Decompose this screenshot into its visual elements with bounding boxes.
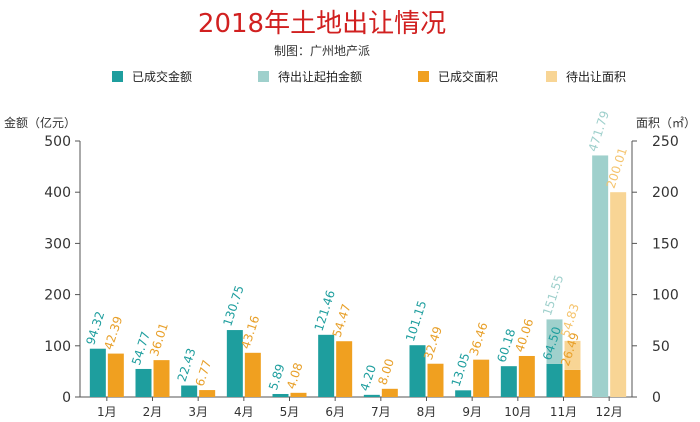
label-pending-area: 54.83 xyxy=(558,302,582,339)
legend-item: 已成交面积 xyxy=(418,69,498,84)
right-tick-label: 100 xyxy=(652,288,679,304)
bar-closed-area xyxy=(290,392,307,397)
bar-closed-amount xyxy=(409,345,426,397)
legend-swatch xyxy=(258,71,269,82)
x-tick-label: 5月 xyxy=(280,405,300,419)
bar-closed-amount xyxy=(500,366,517,397)
label-closed-area: 54.47 xyxy=(330,302,354,339)
right-tick-label: 250 xyxy=(652,134,679,150)
label-closed-area: 8.00 xyxy=(375,357,397,387)
bar-closed-amount xyxy=(546,363,563,397)
x-tick-label: 3月 xyxy=(188,405,208,419)
bar-closed-area xyxy=(107,353,124,397)
x-tick-label: 12月 xyxy=(596,405,623,419)
bar-pending-amount xyxy=(546,319,563,364)
label-closed-area: 6.77 xyxy=(193,358,215,388)
bar-closed-area xyxy=(199,390,216,397)
bar-closed-area xyxy=(518,355,535,397)
bar-closed-area xyxy=(473,359,490,397)
left-tick-label: 400 xyxy=(44,185,71,201)
label-closed-area: 43.16 xyxy=(238,314,262,351)
bar-closed-area xyxy=(153,360,170,397)
bar-closed-area xyxy=(336,341,353,397)
left-tick-label: 500 xyxy=(44,134,71,150)
right-tick-label: 200 xyxy=(652,185,679,201)
bar-closed-amount xyxy=(363,394,380,397)
bar-closed-amount xyxy=(226,330,243,397)
label-closed-amount: 130.75 xyxy=(220,284,246,328)
bar-closed-area xyxy=(244,352,261,397)
label-pending-amount: 471.79 xyxy=(586,109,612,153)
bar-closed-amount xyxy=(272,393,289,397)
x-tick-label: 4月 xyxy=(234,405,254,419)
bar-pending-area xyxy=(610,192,627,397)
left-axis-label: 金额（亿元） xyxy=(4,115,76,130)
bar-closed-amount xyxy=(318,334,335,397)
legend-label: 待出让面积 xyxy=(566,70,626,84)
legend: 已成交金额 待出让起拍金额 已成交面积 待出让面积 xyxy=(112,69,626,84)
legend-item: 待出让起拍金额 xyxy=(258,69,362,84)
bar-closed-amount xyxy=(89,348,106,397)
label-closed-area: 40.06 xyxy=(512,317,536,354)
x-tick-label: 11月 xyxy=(550,405,577,419)
legend-swatch xyxy=(418,71,429,82)
right-tick-label: 150 xyxy=(652,236,679,252)
bar-pending-area xyxy=(564,340,581,370)
label-pending-amount: 151.55 xyxy=(540,273,566,317)
legend-label: 已成交面积 xyxy=(438,69,498,84)
legend-label: 待出让起拍金额 xyxy=(278,69,362,84)
label-closed-area: 36.46 xyxy=(467,321,491,358)
x-tick-label: 6月 xyxy=(325,405,345,419)
left-tick-label: 0 xyxy=(62,390,71,406)
x-tick-label: 2月 xyxy=(143,405,163,419)
right-tick-label: 50 xyxy=(652,339,670,355)
bar-closed-amount xyxy=(455,390,472,397)
bar-closed-amount xyxy=(135,368,152,397)
left-tick-label: 100 xyxy=(44,339,71,355)
bars xyxy=(89,155,627,397)
label-closed-amount: 101.15 xyxy=(403,299,429,343)
x-tick-label: 7月 xyxy=(371,405,391,419)
bar-closed-area xyxy=(381,388,398,397)
x-tick-labels: 1月 2月 3月 4月 5月 6月 7月 8月 9月 10月 11月 12月 xyxy=(97,397,623,419)
label-closed-area: 4.08 xyxy=(284,361,306,391)
axes: 0 100 200 300 400 500 0 50 100 150 200 250 xyxy=(44,134,678,406)
label-closed-area: 32.49 xyxy=(421,325,445,362)
bar-closed-amount xyxy=(181,385,198,397)
bar-closed-area xyxy=(427,363,444,397)
bar-pending-amount xyxy=(592,155,609,397)
x-tick-label: 10月 xyxy=(504,405,531,419)
label-closed-area: 36.01 xyxy=(147,321,171,358)
label-closed-amount: 13.05 xyxy=(449,351,473,388)
left-tick-label: 300 xyxy=(44,236,71,252)
bar-closed-area xyxy=(564,369,581,397)
legend-item: 待出让面积 xyxy=(546,70,626,84)
right-axis-label: 面积（㎡） xyxy=(636,116,696,130)
chart-subtitle: 制图：广州地产派 xyxy=(274,44,370,58)
x-tick-label: 8月 xyxy=(417,405,437,419)
legend-label: 已成交金额 xyxy=(132,69,192,84)
legend-item: 已成交金额 xyxy=(112,69,192,84)
x-tick-label: 1月 xyxy=(97,405,117,419)
left-tick-label: 200 xyxy=(44,288,71,304)
x-tick-label: 9月 xyxy=(462,405,482,419)
right-tick-label: 0 xyxy=(652,390,661,406)
chart-title: 2018年土地出让情况 xyxy=(198,9,446,39)
legend-swatch xyxy=(112,71,123,82)
label-closed-amount: 4.20 xyxy=(357,363,379,393)
legend-swatch xyxy=(546,71,557,82)
